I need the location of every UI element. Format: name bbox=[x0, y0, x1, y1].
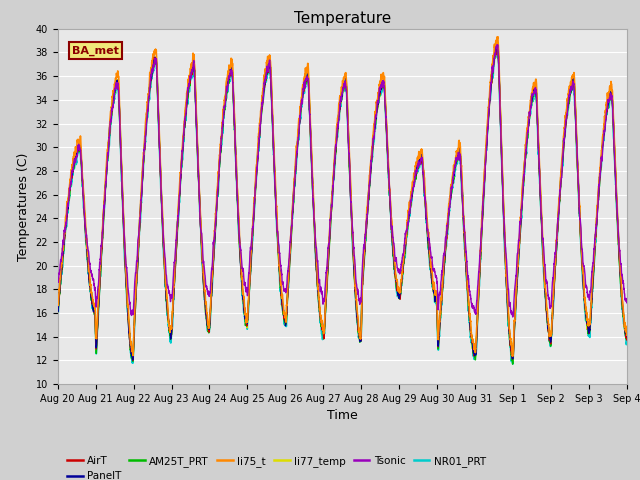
AirT bbox=[623, 336, 631, 341]
AirT bbox=[503, 284, 511, 290]
li75_t bbox=[623, 330, 630, 336]
Line: PanelT: PanelT bbox=[58, 46, 627, 360]
AM25T_PRT bbox=[623, 335, 630, 341]
AM25T_PRT bbox=[54, 305, 61, 311]
li77_temp bbox=[494, 41, 502, 47]
AirT bbox=[623, 335, 630, 340]
AirT bbox=[321, 311, 329, 316]
Line: AM25T_PRT: AM25T_PRT bbox=[58, 45, 627, 364]
li77_temp bbox=[509, 358, 516, 364]
PanelT bbox=[623, 334, 631, 339]
PanelT bbox=[129, 357, 136, 363]
li75_t bbox=[623, 331, 631, 337]
NR01_PRT bbox=[54, 309, 61, 314]
Line: Tsonic: Tsonic bbox=[58, 45, 627, 317]
Tsonic bbox=[509, 314, 516, 320]
Title: Temperature: Temperature bbox=[294, 11, 391, 26]
PanelT bbox=[321, 306, 329, 312]
AM25T_PRT bbox=[321, 312, 329, 318]
NR01_PRT bbox=[493, 45, 501, 50]
PanelT bbox=[54, 307, 61, 313]
NR01_PRT bbox=[623, 337, 631, 343]
NR01_PRT bbox=[502, 281, 510, 287]
AM25T_PRT bbox=[502, 281, 510, 287]
li75_t bbox=[156, 149, 164, 155]
Tsonic bbox=[321, 285, 329, 290]
PanelT bbox=[156, 154, 164, 159]
li77_temp bbox=[623, 333, 631, 339]
li75_t bbox=[321, 308, 329, 313]
li75_t bbox=[493, 34, 501, 40]
AirT bbox=[470, 346, 478, 351]
NR01_PRT bbox=[156, 155, 164, 161]
PanelT bbox=[503, 287, 511, 293]
PanelT bbox=[470, 350, 478, 356]
AirT bbox=[439, 285, 447, 290]
Tsonic bbox=[623, 297, 631, 302]
AM25T_PRT bbox=[439, 288, 447, 294]
NR01_PRT bbox=[470, 355, 478, 361]
Tsonic bbox=[623, 300, 630, 305]
AirT bbox=[493, 41, 501, 47]
Line: NR01_PRT: NR01_PRT bbox=[58, 48, 627, 364]
li75_t bbox=[439, 277, 447, 283]
Line: AirT: AirT bbox=[58, 44, 627, 360]
li77_temp bbox=[470, 344, 478, 349]
li77_temp bbox=[54, 306, 61, 312]
NR01_PRT bbox=[509, 361, 516, 367]
PanelT bbox=[623, 329, 630, 335]
li77_temp bbox=[439, 281, 447, 287]
li75_t bbox=[502, 275, 510, 280]
AM25T_PRT bbox=[470, 351, 478, 357]
li75_t bbox=[470, 347, 478, 352]
PanelT bbox=[439, 282, 447, 288]
Tsonic bbox=[54, 277, 61, 283]
AirT bbox=[129, 358, 136, 363]
li75_t bbox=[509, 353, 516, 359]
NR01_PRT bbox=[439, 283, 447, 289]
li77_temp bbox=[321, 308, 329, 314]
Tsonic bbox=[156, 156, 164, 161]
AirT bbox=[156, 160, 164, 166]
Y-axis label: Temperatures (C): Temperatures (C) bbox=[17, 152, 30, 261]
NR01_PRT bbox=[321, 313, 329, 319]
AM25T_PRT bbox=[509, 361, 516, 367]
X-axis label: Time: Time bbox=[327, 409, 358, 422]
AM25T_PRT bbox=[623, 336, 631, 341]
Line: li75_t: li75_t bbox=[58, 37, 627, 356]
NR01_PRT bbox=[623, 339, 630, 345]
li77_temp bbox=[156, 156, 164, 162]
Text: BA_met: BA_met bbox=[72, 46, 118, 56]
Line: li77_temp: li77_temp bbox=[58, 44, 627, 361]
Tsonic bbox=[470, 306, 478, 312]
li75_t bbox=[54, 301, 61, 307]
AM25T_PRT bbox=[493, 42, 501, 48]
Tsonic bbox=[493, 42, 501, 48]
li77_temp bbox=[623, 333, 630, 338]
Legend: AirT, PanelT, AM25T_PRT, li75_t, li77_temp, Tsonic, NR01_PRT: AirT, PanelT, AM25T_PRT, li75_t, li77_te… bbox=[63, 452, 490, 480]
AirT bbox=[54, 306, 61, 312]
Tsonic bbox=[439, 264, 447, 270]
AM25T_PRT bbox=[156, 156, 164, 161]
Tsonic bbox=[502, 257, 510, 263]
li77_temp bbox=[502, 277, 510, 283]
PanelT bbox=[493, 43, 501, 48]
